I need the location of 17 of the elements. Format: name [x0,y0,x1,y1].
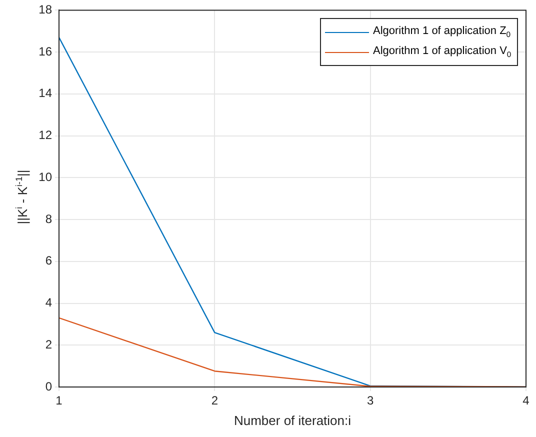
y-tick-label: 4 [45,296,52,310]
y-tick-label: 0 [45,379,52,394]
x-axis-title: Number of iteration:i [234,412,352,428]
y-tick-label: 14 [38,86,52,100]
legend-label: Algorithm 1 of application Z$_{0}$ [373,25,511,40]
y-tick-label: 16 [38,44,52,58]
y-tick-label: 2 [45,337,52,352]
x-tick-label: 3 [366,394,374,408]
y-tick-label: 8 [45,212,52,226]
x-tick-label: 2 [211,394,218,408]
x-tick-label: 1 [56,394,63,408]
x-tick-label: 4 [522,394,530,408]
y-tick-label: 10 [38,170,52,184]
y-tick-label: 18 [38,2,52,17]
y-tick-label: 12 [38,128,52,142]
y-tick-label: 6 [45,254,52,268]
legend-label: Algorithm 1 of application V$_{0}$ [373,45,512,60]
